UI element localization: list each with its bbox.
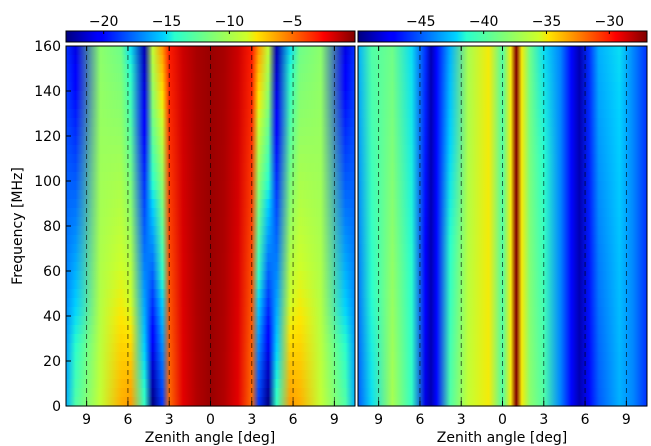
x-tick-label: 0 xyxy=(206,412,215,428)
x-tick-label: 3 xyxy=(165,412,174,428)
y-tick-label: 140 xyxy=(34,84,61,100)
right-x-axis-label: Zenith angle [deg] xyxy=(437,430,567,446)
right-colorbar xyxy=(357,30,648,43)
x-tick-label: 6 xyxy=(581,412,590,428)
colorbar-tick-label: −15 xyxy=(152,14,182,30)
y-tick-label: 160 xyxy=(34,39,61,55)
y-tick-label: 0 xyxy=(52,399,61,415)
left-colorbar-ticks: −20 −15 −10 −5 xyxy=(89,14,303,34)
x-tick-label: 9 xyxy=(622,412,631,428)
x-tick-label: 9 xyxy=(82,412,91,428)
left-colorbar xyxy=(65,30,356,43)
y-tick-label: 60 xyxy=(43,264,61,280)
y-tick-label: 80 xyxy=(43,219,61,235)
y-axis-label: Frequency [MHz] xyxy=(10,167,26,285)
x-tick-label: 3 xyxy=(457,412,466,428)
colorbar-tick-label: −10 xyxy=(215,14,245,30)
right-colorbar-ticks: −45 −40 −35 −30 xyxy=(406,14,624,34)
colorbar-tick-label: −20 xyxy=(89,14,119,30)
x-tick-label: 9 xyxy=(330,412,339,428)
x-tick-label: 3 xyxy=(539,412,548,428)
y-tick-label: 100 xyxy=(34,174,61,190)
y-tick-label: 120 xyxy=(34,129,61,145)
x-tick-label: 3 xyxy=(247,412,256,428)
colorbar-tick-label: −40 xyxy=(469,14,499,30)
right-dashed-lines xyxy=(378,46,627,406)
y-tick-label: 40 xyxy=(43,309,61,325)
x-tick-label: 6 xyxy=(415,412,424,428)
colorbar-tick-label: −45 xyxy=(406,14,436,30)
left-dashed-lines xyxy=(86,46,335,406)
left-y-ticks: 0 20 40 60 80 100 120 140 160 xyxy=(34,39,71,415)
colorbar-tick-label: −5 xyxy=(282,14,303,30)
x-tick-label: 6 xyxy=(123,412,132,428)
x-tick-label: 0 xyxy=(498,412,507,428)
y-tick-label: 20 xyxy=(43,354,61,370)
right-panel: −45 −40 −35 −30 9 6 3 0 3 6 9 Zenith angle [deg] xyxy=(357,14,648,446)
left-panel: −20 −15 −10 −5 9 6 3 0 3 6 9 0 20 40 60 80 100 120 140 16… xyxy=(10,14,356,446)
x-tick-label: 6 xyxy=(289,412,298,428)
right-x-ticks: 9 6 3 0 3 6 9 xyxy=(374,46,631,428)
left-x-ticks: 9 6 3 0 3 6 9 xyxy=(82,46,339,428)
colorbar-tick-label: −30 xyxy=(595,14,625,30)
colorbar-tick-label: −35 xyxy=(532,14,562,30)
x-tick-label: 9 xyxy=(374,412,383,428)
left-x-axis-label: Zenith angle [deg] xyxy=(145,430,275,446)
